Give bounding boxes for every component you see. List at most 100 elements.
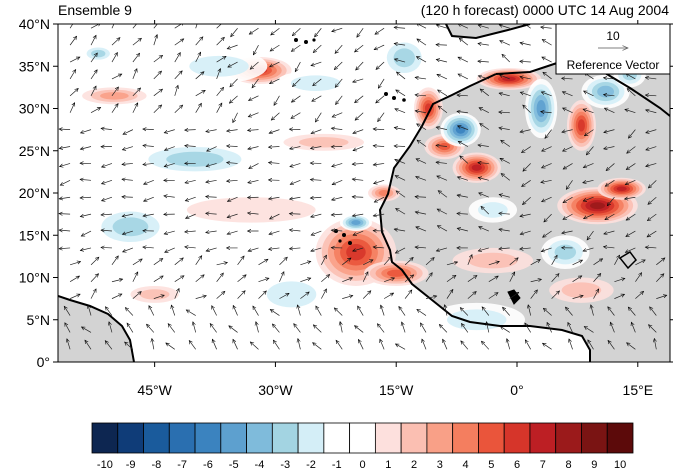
wind-vector [584,91,594,97]
wind-vector [313,44,322,52]
wind-vector [457,195,468,197]
wind-vector [300,261,310,266]
wind-vector [174,71,182,80]
wind-vector [499,213,510,214]
wind-vector [563,163,573,169]
wind-vector [212,339,217,350]
wind-vector [122,179,133,180]
wind-vector [502,54,510,63]
wind-vector [648,196,657,204]
wind-vector [563,108,573,114]
wind-vector [645,95,657,96]
wind-vector [404,290,412,299]
wind-vector [373,214,385,216]
wind-vector [321,289,327,299]
wind-vector [294,61,301,72]
wind-vector [656,258,665,266]
wind-vector [227,213,238,217]
lon-tick-label: 0° [510,382,523,398]
wind-vector [269,248,280,249]
south-america-coastline [58,295,135,362]
colorbar-box [555,422,582,454]
wind-vector [541,180,552,182]
wind-vector [332,112,343,117]
wind-vector [415,77,427,79]
anomaly-contour [112,217,149,237]
wind-vector [311,147,322,149]
wind-vector [90,53,97,63]
wind-vector [273,340,280,350]
wind-vector [530,259,541,266]
wind-vector [541,112,552,113]
wind-vector [206,213,217,214]
wind-vector [90,257,99,266]
wind-vector [572,296,584,299]
wind-vector [69,103,75,113]
wind-vector [541,247,552,252]
wind-vector [591,305,594,316]
wind-vector [362,272,368,282]
wind-vector [375,27,385,34]
wind-vector [166,343,175,350]
wind-vector [420,323,427,333]
colorbar-box [452,422,479,454]
wind-vector [425,273,432,282]
wind-vector [520,129,531,133]
wind-vector [300,292,309,299]
wind-vector [352,163,364,164]
wind-vector [206,130,217,132]
wind-vector [488,276,498,283]
colorbar-box [478,422,505,454]
wind-vector [358,306,364,316]
wind-vector [501,140,510,147]
wind-vector [545,129,552,139]
wind-vector [394,44,406,46]
wind-vector [373,247,385,248]
wind-vector [111,87,119,97]
wind-vector [569,339,573,350]
wind-vector [195,275,204,282]
wind-vector [331,230,343,231]
wind-vector [394,27,406,28]
colorbar-label: -3 [280,459,290,471]
colorbar-label: 5 [488,459,494,471]
wind-vector [174,24,184,29]
wind-vector [604,147,615,149]
wind-vector [132,38,142,46]
wind-vector [378,112,385,122]
reference-vector-label: Reference Vector [567,58,660,72]
wind-vector [593,289,600,299]
wind-vector [229,326,238,333]
wind-vector [195,24,198,29]
wind-vector [271,112,280,120]
longitude-axis: 45°W 30°W 15°W 0° 15°E [137,20,653,398]
anomaly-contour [468,252,518,269]
wind-vector [231,28,238,37]
wind-vector [551,255,557,265]
wind-vector [336,95,343,105]
wind-vector [237,291,246,299]
wind-vector [185,130,196,131]
wind-vector [541,27,552,28]
wind-vector [415,212,427,214]
lat-tick-label: 5°N [27,312,51,328]
wind-vector [467,255,472,265]
anomaly-contour [447,309,507,331]
wind-vector [248,146,259,150]
wind-vector [249,163,259,169]
wind-vector [334,61,343,70]
anomaly-contour [298,137,349,148]
colorbar-box [143,422,170,454]
wind-vector [81,327,92,333]
wind-vector [606,163,615,170]
wind-vector [227,196,238,201]
wind-vector [415,111,427,113]
wind-vector [608,307,615,316]
wind-vector [568,322,573,333]
wind-vector [509,272,516,282]
wind-vector [562,92,573,97]
wind-vector [109,322,113,333]
wind-vector [604,78,615,79]
wind-vector [436,145,447,146]
anomaly-contour [387,269,406,277]
